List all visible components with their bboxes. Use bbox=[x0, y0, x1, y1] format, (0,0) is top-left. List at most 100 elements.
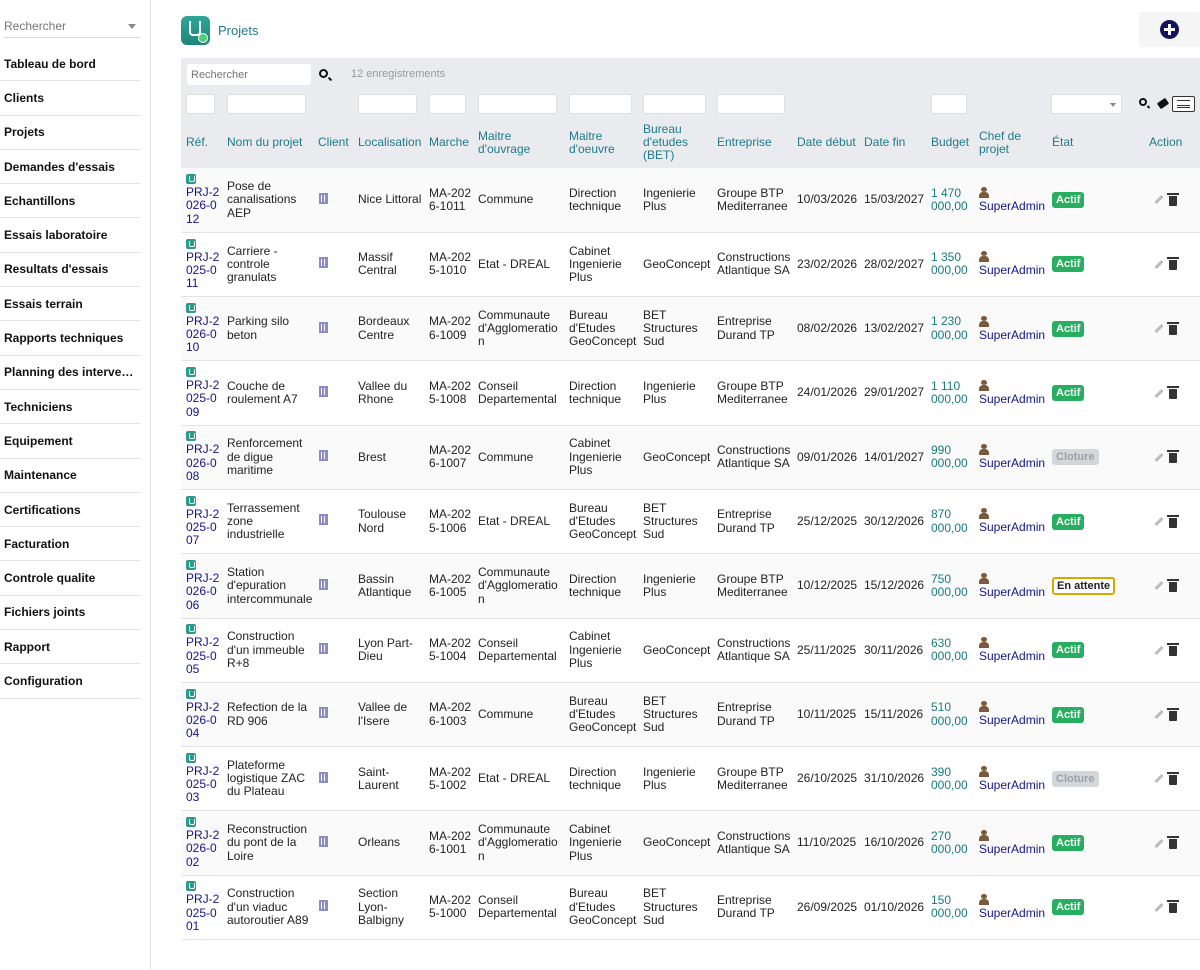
filter-ref[interactable] bbox=[186, 94, 215, 114]
search-icon[interactable] bbox=[319, 69, 328, 78]
sidebar-item[interactable]: Demandes d'essais bbox=[0, 150, 140, 185]
edit-icon[interactable] bbox=[1154, 388, 1164, 398]
edit-icon[interactable] bbox=[1154, 774, 1164, 784]
building-icon[interactable] bbox=[319, 900, 328, 912]
building-icon[interactable] bbox=[319, 578, 328, 590]
search-icon[interactable] bbox=[1139, 98, 1147, 106]
column-header[interactable]: Maitre d'ouvrage bbox=[473, 117, 564, 168]
chef-name[interactable]: SuperAdmin bbox=[979, 777, 1046, 792]
chef-name[interactable]: SuperAdmin bbox=[979, 649, 1046, 664]
sidebar-item[interactable]: Essais terrain bbox=[0, 287, 140, 322]
search-input[interactable] bbox=[187, 64, 311, 85]
building-icon[interactable] bbox=[319, 835, 328, 847]
cell-ref[interactable]: PRJ-2026-002 bbox=[181, 811, 222, 875]
sidebar-item[interactable]: Planning des interventi… bbox=[0, 356, 140, 390]
filter-moa[interactable] bbox=[478, 94, 557, 114]
project-ref-link[interactable]: PRJ-2025-005 bbox=[186, 635, 220, 676]
table-row[interactable]: PRJ-2025-011 Carriere - controle granulat… bbox=[181, 232, 1200, 297]
filter-nom[interactable] bbox=[227, 94, 306, 114]
cell-ref[interactable]: PRJ-2026-008 bbox=[181, 425, 222, 489]
column-header[interactable]: Budget bbox=[926, 117, 974, 168]
chef-name[interactable]: SuperAdmin bbox=[979, 391, 1046, 406]
table-row[interactable]: PRJ-2026-008 Renforcement de digue mariti… bbox=[181, 425, 1200, 490]
cell-ref[interactable]: PRJ-2026-004 bbox=[181, 682, 222, 746]
sidebar-item[interactable]: Facturation bbox=[0, 527, 140, 562]
trash-icon[interactable] bbox=[1167, 192, 1179, 206]
project-ref-link[interactable]: PRJ-2026-010 bbox=[186, 313, 220, 355]
sidebar-item[interactable]: Rapports techniques bbox=[0, 321, 140, 356]
trash-icon[interactable] bbox=[1167, 707, 1179, 721]
table-row[interactable]: PRJ-2026-006 Station d'epuration intercom… bbox=[181, 553, 1200, 619]
table-row[interactable]: PRJ-2025-003 Plateforme logistique ZAC du… bbox=[181, 746, 1200, 811]
chevron-down-icon[interactable] bbox=[128, 24, 136, 29]
filter-budget[interactable] bbox=[931, 94, 967, 114]
sidebar-search-input[interactable] bbox=[4, 16, 119, 36]
column-header[interactable]: Maitre d'oeuvre bbox=[564, 117, 638, 168]
project-ref-link[interactable]: PRJ-2026-012 bbox=[186, 184, 220, 226]
trash-icon[interactable] bbox=[1167, 900, 1179, 914]
trash-icon[interactable] bbox=[1167, 257, 1179, 271]
chef-name[interactable]: SuperAdmin bbox=[979, 906, 1046, 921]
building-icon[interactable] bbox=[319, 771, 328, 783]
filter-localisation[interactable] bbox=[358, 94, 417, 114]
sidebar-item[interactable]: Essais laboratoire bbox=[0, 218, 140, 253]
project-ref-link[interactable]: PRJ-2026-008 bbox=[186, 442, 220, 483]
column-header[interactable]: Action bbox=[1144, 117, 1200, 168]
edit-icon[interactable] bbox=[1154, 838, 1164, 848]
filter-bet[interactable] bbox=[643, 94, 706, 114]
cell-ref[interactable]: PRJ-2026-012 bbox=[181, 168, 222, 232]
chef-name[interactable]: SuperAdmin bbox=[979, 456, 1046, 471]
project-ref-link[interactable]: PRJ-2025-011 bbox=[186, 249, 220, 291]
filter-entreprise[interactable] bbox=[717, 94, 785, 114]
trash-icon[interactable] bbox=[1167, 643, 1179, 657]
sidebar-item[interactable]: Maintenance bbox=[0, 459, 140, 493]
sidebar-item[interactable]: Tableau de bord bbox=[0, 47, 140, 82]
sidebar-item[interactable]: Certifications bbox=[0, 493, 140, 528]
project-ref-link[interactable]: PRJ-2026-002 bbox=[186, 828, 220, 869]
chef-name[interactable]: SuperAdmin bbox=[979, 263, 1046, 278]
table-row[interactable]: PRJ-2025-009 Couche de roulement A7 Vallee… bbox=[181, 360, 1200, 426]
cell-ref[interactable]: PRJ-2025-009 bbox=[181, 361, 222, 425]
project-ref-link[interactable]: PRJ-2025-003 bbox=[186, 763, 220, 805]
sidebar-item[interactable]: Projets bbox=[0, 116, 140, 150]
cell-ref[interactable]: PRJ-2025-003 bbox=[181, 747, 222, 811]
column-header[interactable]: Bureau d'etudes (BET) bbox=[638, 117, 712, 168]
list-view-icon[interactable] bbox=[1172, 96, 1195, 112]
edit-icon[interactable] bbox=[1154, 324, 1164, 334]
column-header[interactable]: Localisation bbox=[353, 117, 424, 168]
chef-name[interactable]: SuperAdmin bbox=[979, 327, 1046, 342]
sidebar-item[interactable]: Echantillons bbox=[0, 184, 140, 219]
column-header[interactable]: Date début bbox=[792, 117, 859, 168]
filter-marche[interactable] bbox=[429, 94, 466, 114]
edit-icon[interactable] bbox=[1154, 581, 1164, 591]
trash-icon[interactable] bbox=[1167, 321, 1179, 335]
trash-icon[interactable] bbox=[1167, 771, 1179, 785]
edit-icon[interactable] bbox=[1154, 259, 1164, 270]
chef-name[interactable]: SuperAdmin bbox=[979, 520, 1046, 535]
trash-icon[interactable] bbox=[1167, 514, 1179, 528]
building-icon[interactable] bbox=[319, 707, 328, 719]
edit-icon[interactable] bbox=[1154, 195, 1164, 205]
cell-ref[interactable]: PRJ-2026-010 bbox=[181, 297, 222, 361]
cell-ref[interactable]: PRJ-2026-006 bbox=[181, 554, 222, 618]
building-icon[interactable] bbox=[319, 450, 328, 462]
sidebar-item[interactable]: Techniciens bbox=[0, 390, 140, 425]
project-ref-link[interactable]: PRJ-2025-001 bbox=[186, 892, 220, 934]
building-icon[interactable] bbox=[319, 192, 328, 204]
eraser-icon[interactable] bbox=[1156, 97, 1170, 110]
column-header[interactable]: Chef de projet bbox=[974, 117, 1047, 168]
sidebar-search[interactable] bbox=[4, 16, 140, 38]
edit-icon[interactable] bbox=[1154, 645, 1164, 655]
column-header[interactable]: Client bbox=[313, 117, 353, 168]
sidebar-item[interactable]: Equipement bbox=[0, 424, 140, 459]
table-row[interactable]: PRJ-2025-007 Terrassement zone industriel… bbox=[181, 489, 1200, 554]
chef-name[interactable]: SuperAdmin bbox=[979, 198, 1046, 213]
cell-ref[interactable]: PRJ-2025-005 bbox=[181, 618, 222, 682]
edit-icon[interactable] bbox=[1154, 517, 1164, 527]
table-row[interactable]: PRJ-2026-010 Parking silo beton Bordeaux C… bbox=[181, 296, 1200, 361]
sidebar-item[interactable]: Controle qualite bbox=[0, 561, 140, 596]
building-icon[interactable] bbox=[319, 514, 328, 526]
filter-etat-select[interactable] bbox=[1051, 94, 1122, 114]
project-ref-link[interactable]: PRJ-2026-004 bbox=[186, 699, 220, 741]
filter-moe[interactable] bbox=[569, 94, 632, 114]
